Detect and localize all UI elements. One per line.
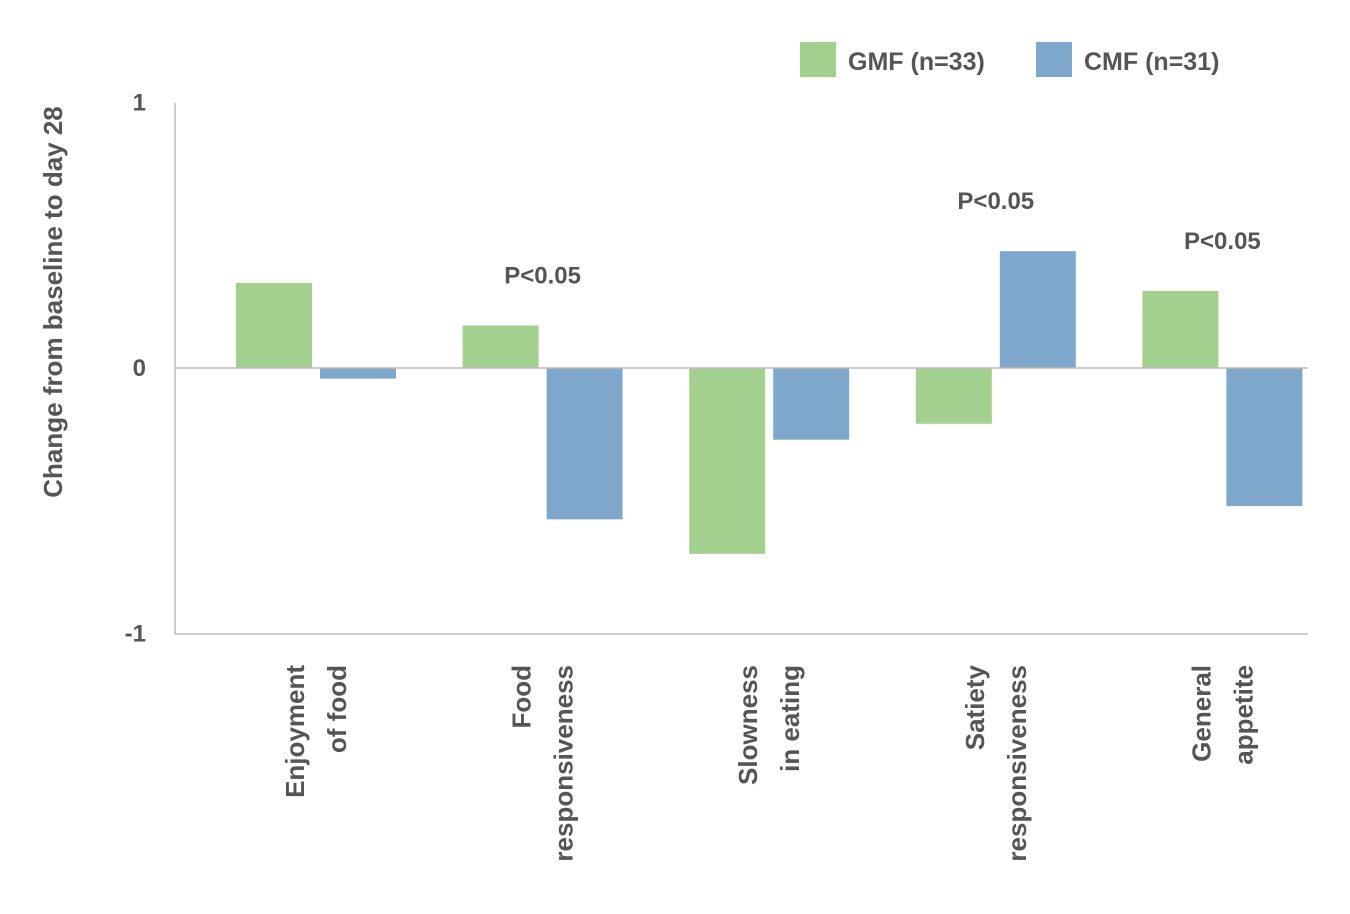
- p-value-annotation: P<0.05: [957, 188, 1034, 215]
- bar-cmf: [999, 251, 1076, 368]
- category-label: responsiveness: [549, 665, 579, 862]
- category-label: General: [1186, 665, 1216, 762]
- bar-gmf: [462, 325, 539, 368]
- bar-cmf: [773, 368, 850, 440]
- bar-gmf: [915, 368, 992, 424]
- bar-gmf: [236, 283, 312, 368]
- category-label: of food: [322, 665, 352, 753]
- bar-cmf: [1226, 368, 1303, 507]
- category-label: Food: [507, 665, 537, 729]
- legend-label: CMF (n=31): [1084, 48, 1219, 76]
- category-label: Slowness: [733, 665, 763, 785]
- bar-cmf: [320, 368, 396, 379]
- category-label: Enjoyment: [280, 665, 310, 798]
- legend-swatch-cmf: [1036, 42, 1072, 77]
- bar-gmf: [1142, 291, 1219, 368]
- y-tick-label: -1: [125, 621, 146, 648]
- legend-swatch-gmf: [800, 42, 836, 77]
- y-tick-label: 0: [133, 355, 146, 382]
- y-axis-label: Change from baseline to day 28: [38, 106, 68, 498]
- category-label: Satiety: [960, 664, 990, 750]
- p-value-annotation: P<0.05: [504, 263, 581, 290]
- category-label: responsiveness: [1002, 665, 1032, 862]
- p-value-annotation: P<0.05: [1184, 228, 1261, 255]
- category-label: appetite: [1228, 665, 1258, 765]
- bar-gmf: [689, 368, 766, 554]
- category-label: in eating: [775, 665, 805, 772]
- bar-cmf: [546, 368, 623, 520]
- legend: GMF (n=33) CMF (n=31): [800, 42, 1219, 77]
- y-tick-label: 1: [133, 90, 146, 117]
- legend-label: GMF (n=33): [848, 48, 985, 76]
